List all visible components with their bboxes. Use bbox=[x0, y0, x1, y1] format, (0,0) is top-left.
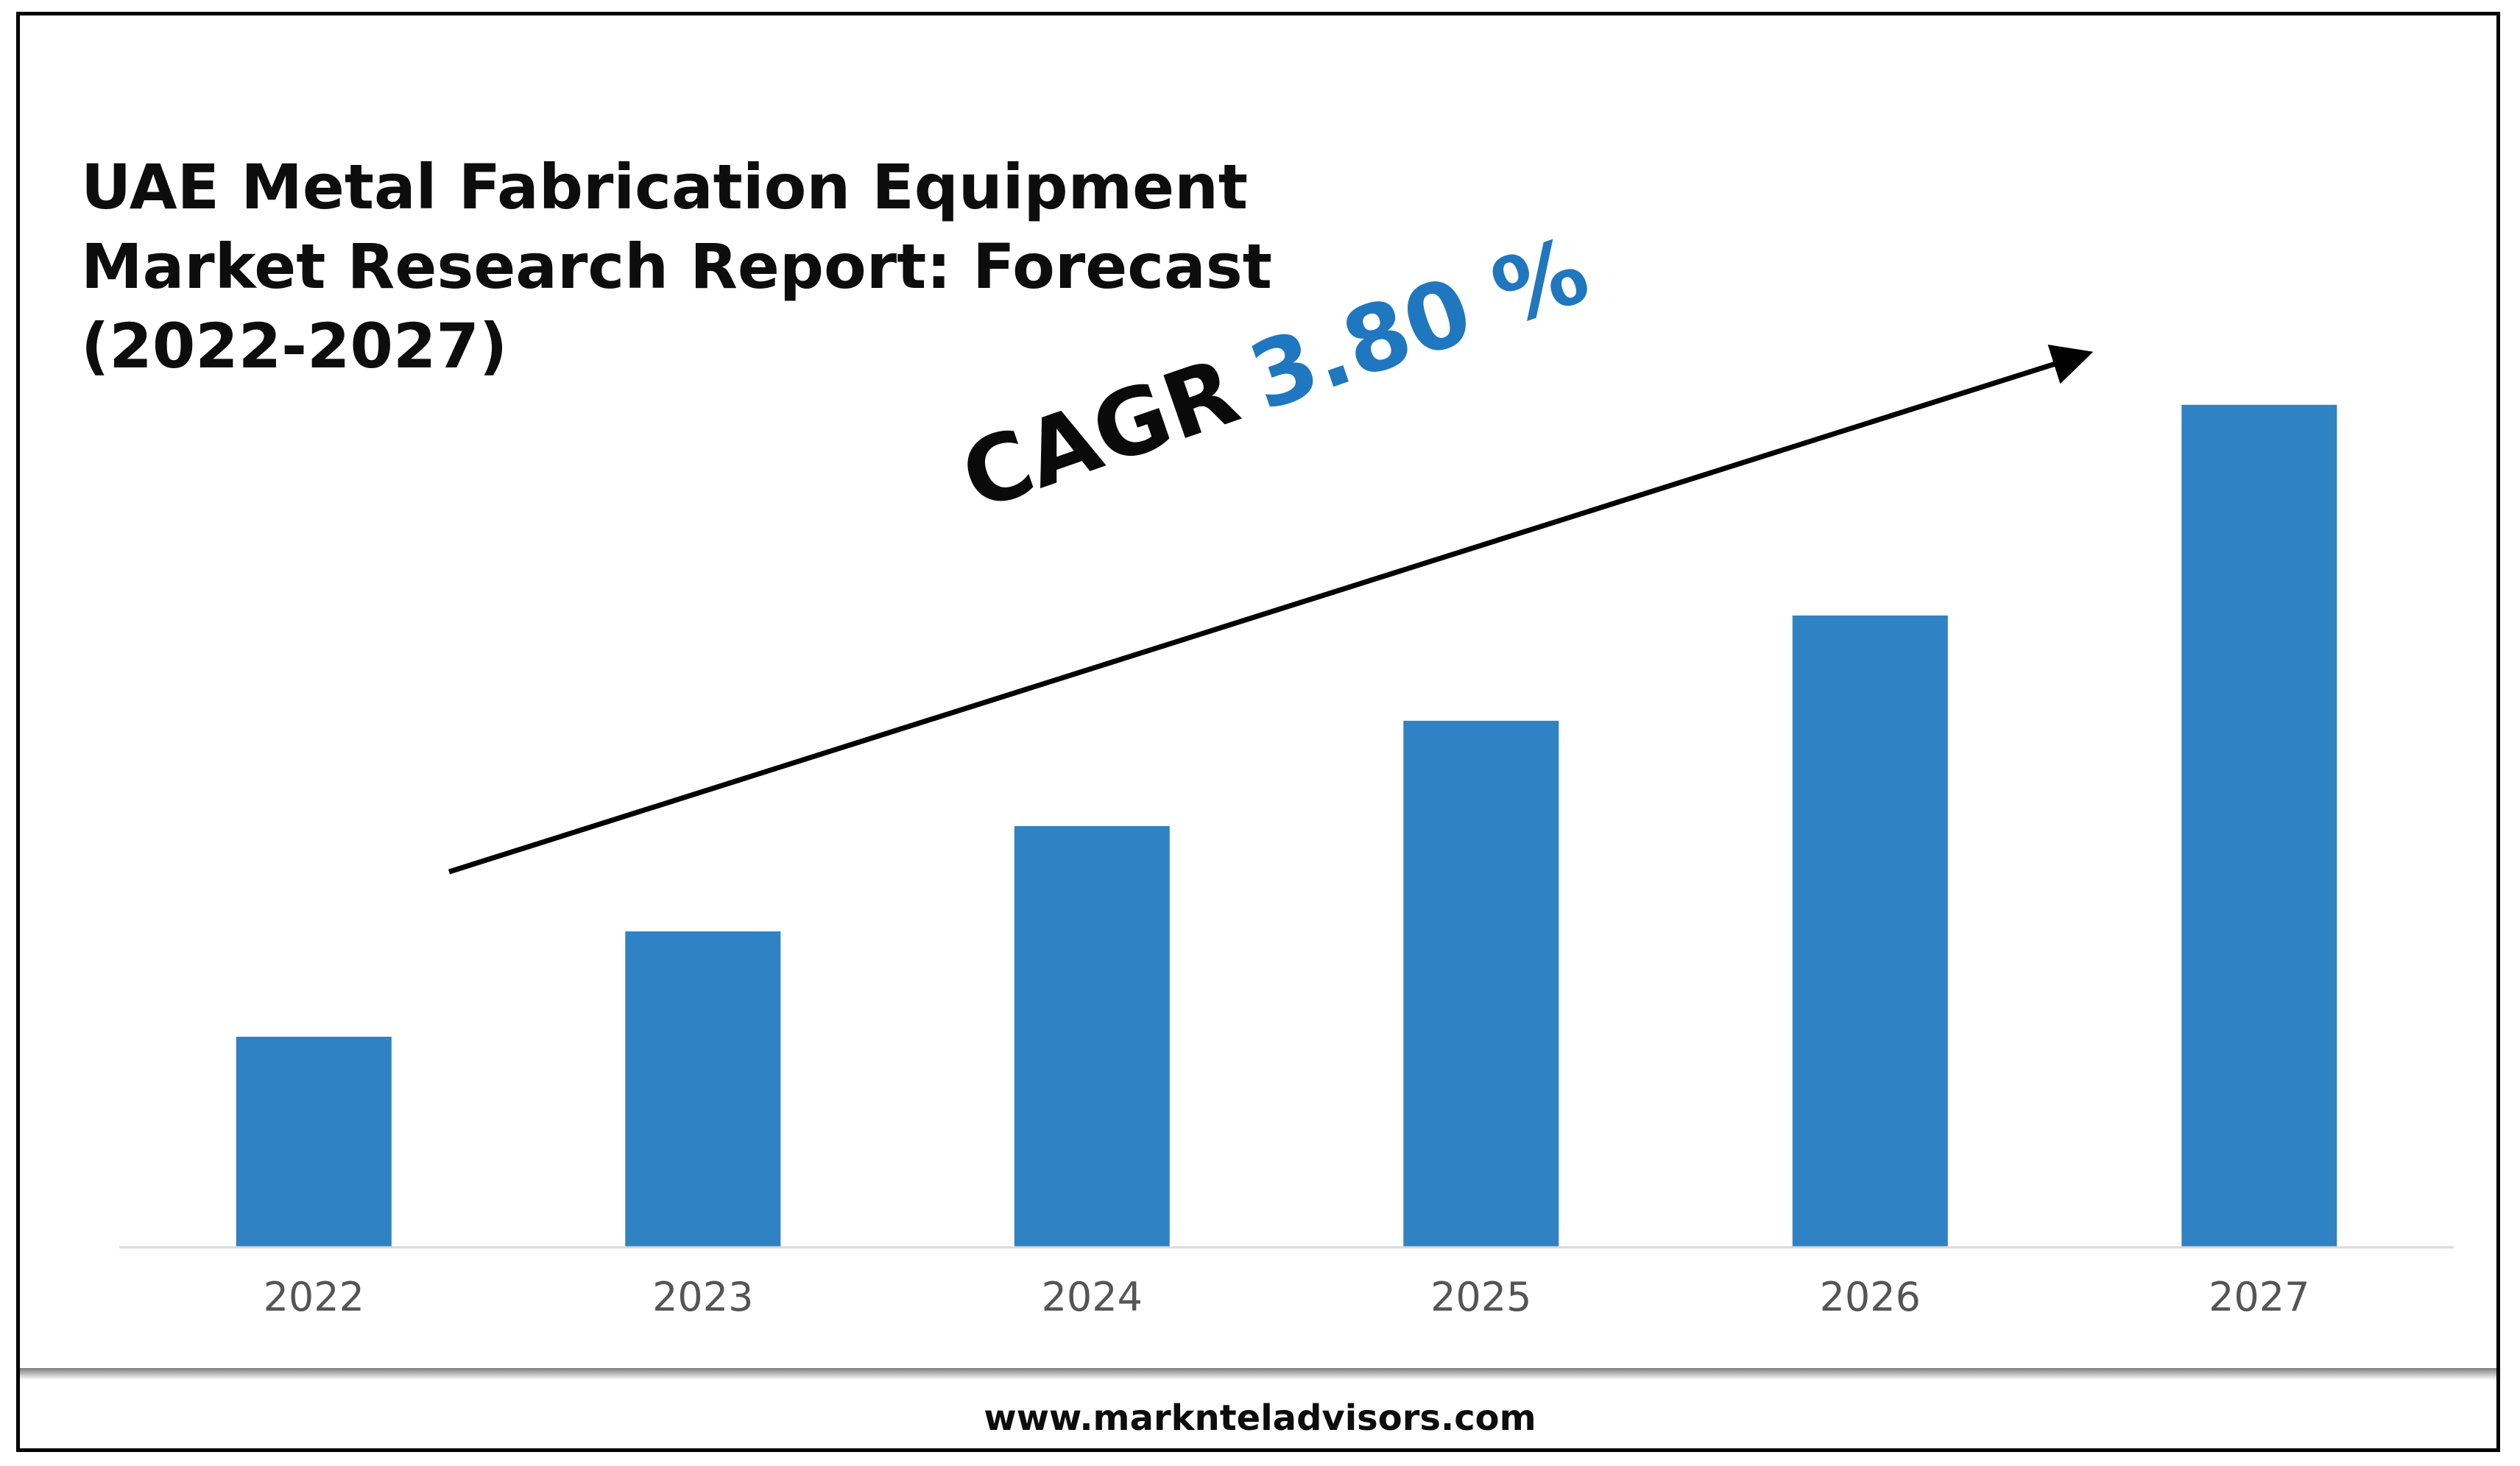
bar-2023 bbox=[625, 931, 781, 1247]
bar-2027 bbox=[2181, 404, 2337, 1247]
footer-divider bbox=[20, 1368, 2496, 1380]
chart-title: UAE Metal Fabrication Equipment Market R… bbox=[81, 147, 1369, 386]
chart-frame bbox=[16, 12, 2500, 1452]
bar-2025 bbox=[1403, 720, 1559, 1247]
footer-website-link[interactable]: www.marknteladvisors.com bbox=[984, 1398, 1536, 1439]
bar-2024 bbox=[1014, 825, 1170, 1247]
x-tick-label: 2023 bbox=[652, 1274, 753, 1320]
x-tick-label: 2025 bbox=[1430, 1274, 1531, 1320]
x-tick-label: 2022 bbox=[264, 1274, 364, 1320]
chart-title-line: (2022-2027) bbox=[81, 310, 508, 382]
bar-2022 bbox=[236, 1037, 392, 1247]
x-tick-label: 2026 bbox=[1820, 1274, 1921, 1320]
chart-title-line: UAE Metal Fabrication Equipment bbox=[81, 151, 1249, 223]
x-tick-label: 2024 bbox=[1042, 1274, 1143, 1320]
bar-2026 bbox=[1792, 615, 1948, 1247]
trend-arrow bbox=[448, 344, 2094, 875]
x-tick-label: 2027 bbox=[2209, 1274, 2309, 1320]
bar-series bbox=[236, 404, 2337, 1247]
x-axis-ticks: 2022 2023 2024 2025 2026 2027 bbox=[264, 1274, 2310, 1320]
chart-title-line: Market Research Report: Forecast bbox=[81, 230, 1272, 303]
